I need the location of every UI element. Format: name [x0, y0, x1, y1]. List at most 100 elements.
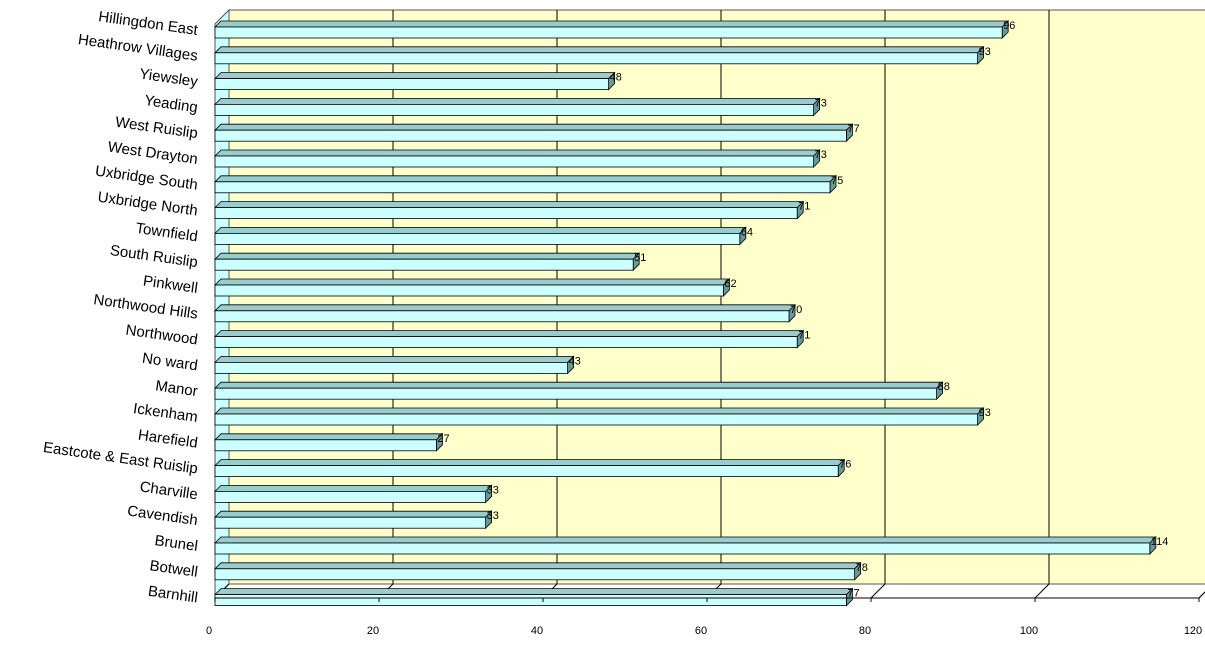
x-tick-label: 100 — [1020, 625, 1038, 637]
category-label: Northwood — [125, 322, 199, 349]
data-label: 77 — [847, 588, 859, 600]
category-label: Botwell — [149, 557, 199, 581]
bar-front-face — [214, 310, 790, 323]
data-label: 93 — [979, 407, 991, 419]
bar — [214, 45, 985, 65]
category-label: Cavendish — [126, 502, 199, 529]
bar-top-face — [214, 123, 854, 131]
category-label: Pinkwell — [142, 272, 199, 296]
bar-front-face — [214, 129, 847, 142]
bar — [214, 149, 821, 168]
bar-top-face — [214, 484, 493, 492]
bar-front-face — [214, 181, 831, 194]
x-axis: 0 20 40 60 80 100 120 — [206, 597, 1202, 637]
data-label: 48 — [610, 72, 622, 84]
floor-gridline — [1034, 583, 1050, 599]
data-label: 76 — [839, 459, 851, 471]
bar-front-face — [214, 361, 569, 374]
data-label: 70 — [790, 304, 802, 316]
bar — [214, 71, 616, 91]
bar — [214, 174, 837, 194]
category-label: Hillingdon East — [97, 8, 199, 39]
bar-top-face — [214, 226, 747, 234]
bar-front-face — [214, 413, 978, 426]
bar-front-face — [214, 258, 634, 271]
bar-top-face — [214, 252, 641, 260]
data-label: 75 — [831, 175, 843, 187]
bar-front-face — [214, 568, 855, 581]
bar-top-face — [214, 588, 854, 595]
data-label: 73 — [815, 97, 827, 109]
data-label: 77 — [847, 123, 859, 135]
data-label: 33 — [487, 484, 499, 496]
bar-front-face — [214, 465, 839, 478]
bar — [214, 561, 862, 581]
category-label: Yiewsley — [138, 66, 199, 91]
x-tick-label: 40 — [531, 625, 543, 637]
bar — [214, 432, 444, 452]
bar-top-face — [214, 562, 862, 570]
bar — [214, 123, 854, 143]
category-label: No ward — [141, 350, 199, 375]
x-tick-label: 0 — [206, 625, 212, 637]
category-label: Yeading — [143, 92, 199, 116]
bar-top-face — [214, 433, 444, 441]
data-label: 78 — [856, 562, 868, 574]
bar-top-face — [214, 20, 1010, 28]
floor-gridline — [870, 583, 886, 599]
category-label: Northwood Hills — [92, 291, 198, 322]
bar-front-face — [214, 207, 798, 220]
bar-top-face — [214, 381, 944, 389]
bar-top-face — [214, 278, 731, 286]
category-label: Barnhill — [147, 583, 199, 607]
bar — [214, 329, 805, 349]
data-label: 93 — [979, 46, 991, 58]
bar — [214, 252, 641, 272]
data-label: 62 — [724, 278, 736, 290]
category-label: Brunel — [154, 532, 199, 555]
data-label: 71 — [798, 330, 810, 342]
bar — [214, 226, 747, 246]
bar-top-face — [214, 536, 1157, 544]
bar-top-face — [214, 355, 575, 363]
x-tick-label: 120 — [1184, 625, 1202, 637]
bar — [214, 355, 575, 375]
category-label: Charville — [139, 478, 199, 503]
bar — [214, 20, 1010, 39]
data-label: 51 — [634, 252, 646, 264]
bar-front-face — [214, 104, 814, 116]
category-label: South Ruislip — [109, 242, 199, 271]
bar-front-face — [214, 490, 487, 503]
bar-top-face — [214, 304, 796, 312]
bar-front-face — [214, 155, 814, 168]
bar-front-face — [214, 232, 741, 245]
bar — [214, 587, 854, 607]
data-label: 73 — [815, 149, 827, 161]
category-label: Uxbridge South — [94, 163, 199, 194]
bar-front-face — [214, 284, 724, 297]
bar-top-face — [214, 459, 846, 467]
bars: 96 93 48 73 77 73 75 71 64 51 62 70 71 43 88 93 27 76 33 33… — [214, 20, 1168, 607]
x-tick-label: 80 — [859, 625, 871, 637]
bar-top-face — [214, 407, 985, 415]
x-tick-label: 20 — [367, 625, 379, 637]
category-label: Uxbridge North — [97, 189, 199, 220]
bar-top-face — [214, 201, 805, 209]
floor-gridline — [1198, 591, 1205, 599]
bar — [214, 458, 846, 478]
bar — [214, 97, 821, 117]
bar-front-face — [214, 78, 610, 90]
bar-top-face — [214, 46, 985, 54]
bar — [214, 200, 805, 220]
bar-front-face — [214, 594, 847, 606]
bar-front-face — [214, 52, 978, 65]
category-label: Ickenham — [132, 400, 199, 426]
bar — [214, 278, 731, 297]
bar-top-face — [214, 330, 805, 338]
data-label: 33 — [487, 510, 499, 522]
category-label: Harefield — [137, 427, 199, 452]
data-label: 64 — [741, 226, 753, 238]
